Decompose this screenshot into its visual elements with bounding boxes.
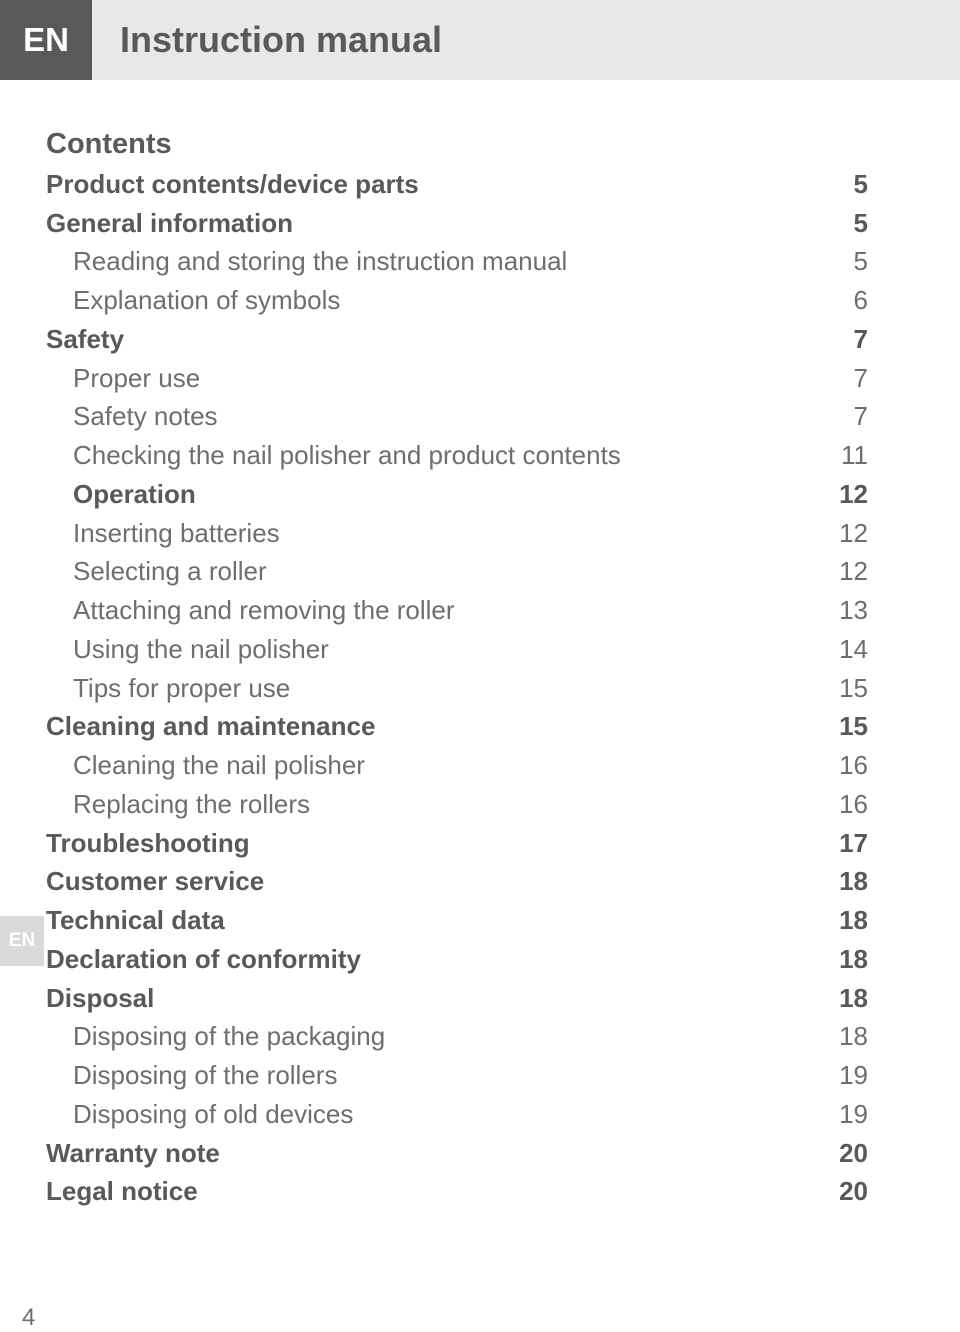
toc-entry-page: 15	[839, 711, 868, 742]
toc-entry[interactable]: Cleaning and maintenance 15	[46, 708, 868, 747]
toc-entry-page: 19	[839, 1098, 868, 1129]
toc-entry[interactable]: Troubleshooting 17	[46, 824, 868, 863]
toc-entry-page: 12	[839, 517, 868, 548]
toc-entry[interactable]: Disposing of the packaging 18	[46, 1018, 868, 1057]
toc-entry-page: 20	[839, 1176, 868, 1207]
toc-entry-label: Explanation of symbols	[73, 285, 341, 316]
toc-entry-label: Warranty note	[46, 1137, 220, 1168]
toc-entry[interactable]: Attaching and removing the roller 13	[46, 591, 868, 630]
toc-entry-page: 7	[853, 401, 868, 432]
page-header: EN Instruction manual	[0, 0, 960, 80]
toc-entry-label: Cleaning and maintenance	[46, 711, 376, 742]
toc-entry-page: 12	[839, 556, 868, 587]
toc-entry-page: 18	[839, 905, 868, 936]
toc-entry[interactable]: Replacing the rollers 16	[46, 785, 868, 824]
toc-entry-label: Safety notes	[73, 401, 218, 432]
toc-entry-label: Inserting batteries	[73, 517, 280, 548]
toc-entry[interactable]: Operation 12	[46, 475, 868, 514]
toc-entry[interactable]: Safety 7	[46, 320, 868, 359]
toc-entry-label: Safety	[46, 323, 125, 354]
toc-entry-label: Operation	[73, 478, 196, 509]
language-side-tab: EN	[0, 916, 44, 966]
toc-entry-page: 14	[839, 633, 868, 664]
toc-entry-page: 18	[839, 866, 868, 897]
toc-entry[interactable]: Legal notice 20	[46, 1173, 868, 1212]
toc-entry-label: Tips for proper use	[73, 672, 291, 703]
toc-entry[interactable]: Disposal 18	[46, 979, 868, 1018]
toc-entry-page: 11	[841, 440, 868, 471]
toc-entry-page: 5	[853, 246, 868, 277]
toc-entry-page: 18	[839, 943, 868, 974]
toc-entry-page: 7	[853, 362, 868, 393]
toc-entry-page: 16	[839, 788, 868, 819]
toc-entry[interactable]: Warranty note 20	[46, 1134, 868, 1173]
toc-entry[interactable]: Tips for proper use 15	[46, 669, 868, 708]
toc-entry-page: 12	[839, 478, 868, 509]
toc-entry[interactable]: Checking the nail polisher and product c…	[46, 436, 868, 475]
toc-entry-label: Disposing of old devices	[73, 1098, 354, 1129]
toc-entry-page: 19	[839, 1060, 868, 1091]
toc-entry-label: Checking the nail polisher and product c…	[73, 440, 621, 471]
table-of-contents: Product contents/device parts 5 General in…	[46, 165, 868, 1211]
toc-entry-label: Attaching and removing the roller	[73, 595, 455, 626]
toc-entry-label: Reading and storing the instruction manu…	[73, 246, 568, 277]
toc-entry-label: Declaration of conformity	[46, 943, 361, 974]
toc-entry[interactable]: Inserting batteries 12	[46, 514, 868, 553]
toc-entry-label: Cleaning the nail polisher	[73, 750, 365, 781]
toc-entry-label: Legal notice	[46, 1176, 198, 1207]
toc-entry-label: Product contents/device parts	[46, 168, 419, 199]
toc-entry-page: 13	[839, 595, 868, 626]
toc-entry-page: 17	[839, 827, 868, 858]
toc-entry-page: 5	[853, 168, 868, 199]
toc-entry[interactable]: Technical data 18	[46, 901, 868, 940]
language-badge: EN	[0, 0, 92, 80]
toc-entry-label: Customer service	[46, 866, 265, 897]
toc-entry-label: Proper use	[73, 362, 201, 393]
toc-entry[interactable]: Explanation of symbols 6	[46, 281, 868, 320]
toc-entry[interactable]: Reading and storing the instruction manu…	[46, 243, 868, 282]
toc-entry[interactable]: General information 5	[46, 204, 868, 243]
toc-entry-page: 20	[839, 1137, 868, 1168]
toc-entry[interactable]: Selecting a roller 12	[46, 553, 868, 592]
toc-entry[interactable]: Disposing of old devices 19	[46, 1095, 868, 1134]
toc-entry[interactable]: Customer service 18	[46, 863, 868, 902]
toc-entry[interactable]: Declaration of conformity 18	[46, 940, 868, 979]
toc-entry-label: Disposing of the rollers	[73, 1060, 338, 1091]
toc-entry-page: 16	[839, 750, 868, 781]
toc-entry-page: 18	[839, 982, 868, 1013]
toc-entry[interactable]: Product contents/device parts 5	[46, 165, 868, 204]
contents-heading: Contents	[46, 128, 172, 160]
page-number: 4	[22, 1304, 36, 1331]
toc-entry-label: Disposing of the packaging	[73, 1021, 386, 1052]
toc-entry[interactable]: Cleaning the nail polisher 16	[46, 746, 868, 785]
toc-entry-label: Troubleshooting	[46, 827, 250, 858]
toc-entry-label: Disposal	[46, 982, 155, 1013]
toc-entry-label: General information	[46, 207, 294, 238]
toc-entry[interactable]: Safety notes 7	[46, 398, 868, 437]
toc-entry-label: Using the nail polisher	[73, 633, 329, 664]
toc-entry[interactable]: Disposing of the rollers 19	[46, 1056, 868, 1095]
toc-entry[interactable]: Proper use 7	[46, 359, 868, 398]
toc-entry[interactable]: Using the nail polisher 14	[46, 630, 868, 669]
page-title: Instruction manual	[120, 19, 443, 60]
toc-entry-page: 7	[853, 323, 868, 354]
toc-entry-page: 5	[853, 207, 868, 238]
toc-entry-label: Selecting a roller	[73, 556, 267, 587]
toc-entry-page: 15	[839, 672, 868, 703]
toc-entry-page: 6	[853, 285, 868, 316]
toc-entry-page: 18	[839, 1021, 868, 1052]
toc-entry-label: Replacing the rollers	[73, 788, 311, 819]
toc-entry-label: Technical data	[46, 905, 225, 936]
